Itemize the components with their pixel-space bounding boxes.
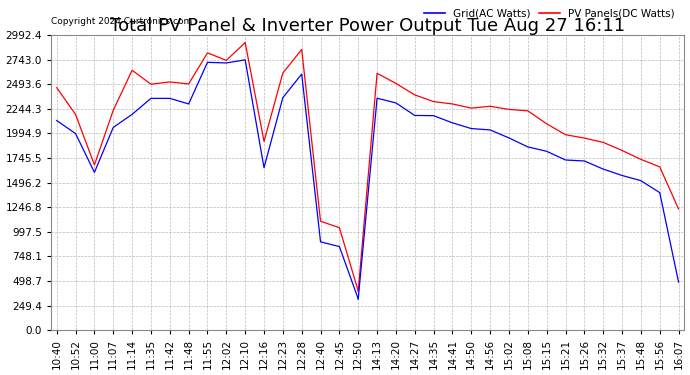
Legend: Grid(AC Watts), PV Panels(DC Watts): Grid(AC Watts), PV Panels(DC Watts)	[420, 5, 679, 23]
Text: Copyright 2024 Curtronics.com: Copyright 2024 Curtronics.com	[51, 17, 193, 26]
Title: Total PV Panel & Inverter Power Output Tue Aug 27 16:11: Total PV Panel & Inverter Power Output T…	[110, 17, 625, 35]
